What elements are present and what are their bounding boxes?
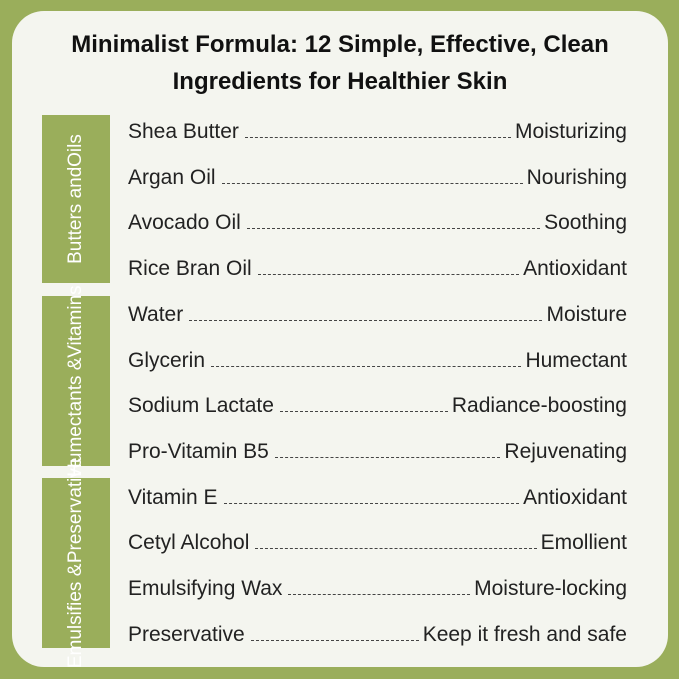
ingredient-row: Preservative Keep it fresh and safe bbox=[128, 617, 627, 647]
dotted-leader bbox=[288, 594, 471, 595]
ingredient-benefit: Humectant bbox=[525, 348, 627, 372]
dotted-leader bbox=[255, 548, 537, 550]
ingredient-benefit: Antioxidant bbox=[523, 485, 627, 509]
card bbox=[12, 11, 668, 667]
ingredient-benefit: Moisture bbox=[546, 302, 627, 326]
ingredient-name: Water bbox=[128, 302, 184, 326]
ingredient-row: Rice Bran Oil Antioxidant bbox=[128, 251, 627, 281]
group-label-line2: Preservative bbox=[65, 457, 86, 564]
group-label-line1: Butters and bbox=[65, 166, 86, 264]
ingredient-row: Vitamin E Antioxidant bbox=[128, 480, 627, 510]
title-line-1: Minimalist Formula: 12 Simple, Effective… bbox=[71, 31, 609, 58]
dotted-leader bbox=[274, 456, 501, 458]
group-label-line2: Vitamins bbox=[65, 285, 86, 358]
dotted-leader bbox=[211, 365, 522, 367]
dotted-leader bbox=[257, 274, 520, 276]
ingredient-row: Avocado Oil Soothing bbox=[128, 205, 627, 235]
ingredient-row: Pro-Vitamin B5 Rejuvenating bbox=[128, 434, 627, 464]
group-label: Humectants & Vitamins bbox=[64, 285, 88, 477]
group-emulsifiers-preservative: Emulsifies & Preservative bbox=[42, 458, 110, 668]
dotted-leader bbox=[246, 228, 541, 230]
page-title: Minimalist Formula: 12 Simple, Effective… bbox=[12, 26, 668, 100]
group-label: Butters and Oils bbox=[64, 134, 88, 264]
ingredient-name: Preservative bbox=[128, 622, 245, 646]
group-label-line2: Oils bbox=[65, 134, 86, 167]
ingredient-name: Cetyl Alcohol bbox=[128, 531, 250, 555]
ingredient-benefit: Soothing bbox=[544, 211, 627, 235]
ingredient-row: Argan Oil Nourishing bbox=[128, 160, 627, 190]
ingredient-benefit: Nourishing bbox=[526, 165, 627, 189]
dotted-leader bbox=[250, 639, 419, 641]
ingredient-name: Vitamin E bbox=[128, 485, 218, 509]
ingredient-name: Rice Bran Oil bbox=[128, 257, 252, 281]
dotted-leader bbox=[189, 319, 543, 321]
ingredient-row: Water Moisture bbox=[128, 297, 627, 327]
dotted-leader bbox=[223, 502, 520, 504]
ingredient-name: Avocado Oil bbox=[128, 211, 241, 235]
ingredient-row: Glycerin Humectant bbox=[128, 343, 627, 373]
ingredient-benefit: Moisture-locking bbox=[474, 577, 627, 600]
dotted-leader bbox=[221, 182, 523, 184]
title-line-2: Ingredients for Healthier Skin bbox=[172, 68, 508, 95]
group-label: Emulsifies & Preservative bbox=[64, 458, 88, 668]
ingredient-benefit: Keep it fresh and safe bbox=[422, 622, 627, 646]
group-humectants-vitamins: Humectants & Vitamins bbox=[42, 285, 110, 477]
dotted-leader bbox=[244, 137, 511, 138]
ingredient-name: Shea Butter bbox=[128, 120, 239, 143]
ingredient-name: Emulsifying Wax bbox=[128, 577, 283, 600]
ingredient-row: Emulsifying Wax Moisture-locking bbox=[128, 571, 627, 601]
ingredient-benefit: Moisturizing bbox=[514, 120, 627, 143]
ingredient-name: Glycerin bbox=[128, 348, 206, 372]
group-butters-oils: Butters and Oils bbox=[42, 115, 110, 283]
ingredient-name: Sodium Lactate bbox=[128, 394, 274, 418]
ingredient-name: Argan Oil bbox=[128, 165, 216, 189]
ingredient-benefit: Antioxidant bbox=[523, 257, 627, 281]
group-label-line1: Emulsifies & bbox=[65, 563, 86, 669]
ingredient-row: Sodium Lactate Radiance-boosting bbox=[128, 388, 627, 418]
ingredient-row: Shea Butter Moisturizing bbox=[128, 114, 627, 144]
ingredient-benefit: Emollient bbox=[540, 531, 627, 555]
ingredient-benefit: Rejuvenating bbox=[504, 439, 627, 463]
dotted-leader bbox=[279, 411, 448, 413]
ingredient-row: Cetyl Alcohol Emollient bbox=[128, 525, 627, 555]
ingredient-name: Pro-Vitamin B5 bbox=[128, 439, 269, 463]
ingredient-benefit: Radiance-boosting bbox=[451, 394, 627, 418]
